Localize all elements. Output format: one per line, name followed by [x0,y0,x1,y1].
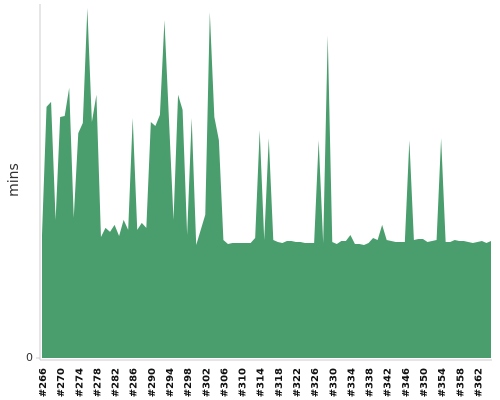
x-tick-label: #282 [111,368,122,397]
x-tick-label: #286 [129,368,140,397]
x-tick-label: #298 [183,368,194,397]
y-axis-label: mins [6,163,22,197]
x-tick-label: #314 [256,368,267,397]
x-tick-label: #342 [383,368,394,397]
area [42,8,491,358]
x-tick-label: #354 [437,368,448,397]
x-tick-label: #338 [365,368,376,397]
y-tick-label: 0 [26,351,33,364]
x-tick-label: #318 [274,368,285,397]
x-tick-label: #266 [38,368,49,397]
x-tick-label: #278 [92,368,103,397]
x-tick-label: #326 [310,368,321,397]
x-tick-label: #330 [328,368,339,397]
x-tick-label: #270 [56,368,67,397]
x-tick-label: #322 [292,368,303,397]
x-tick-label: #290 [147,368,158,397]
x-tick-label: #302 [201,368,212,397]
x-tick-label: #350 [419,368,430,397]
x-tick-label: #310 [238,368,249,397]
x-tick-label: #334 [346,368,357,397]
x-tick-label: #362 [473,368,484,397]
x-tick-label: #274 [74,368,85,397]
x-tick-label: #306 [219,368,230,397]
x-tick-label: #358 [455,368,466,397]
x-tick-label: #346 [401,368,412,397]
x-tick-label: #294 [165,368,176,397]
